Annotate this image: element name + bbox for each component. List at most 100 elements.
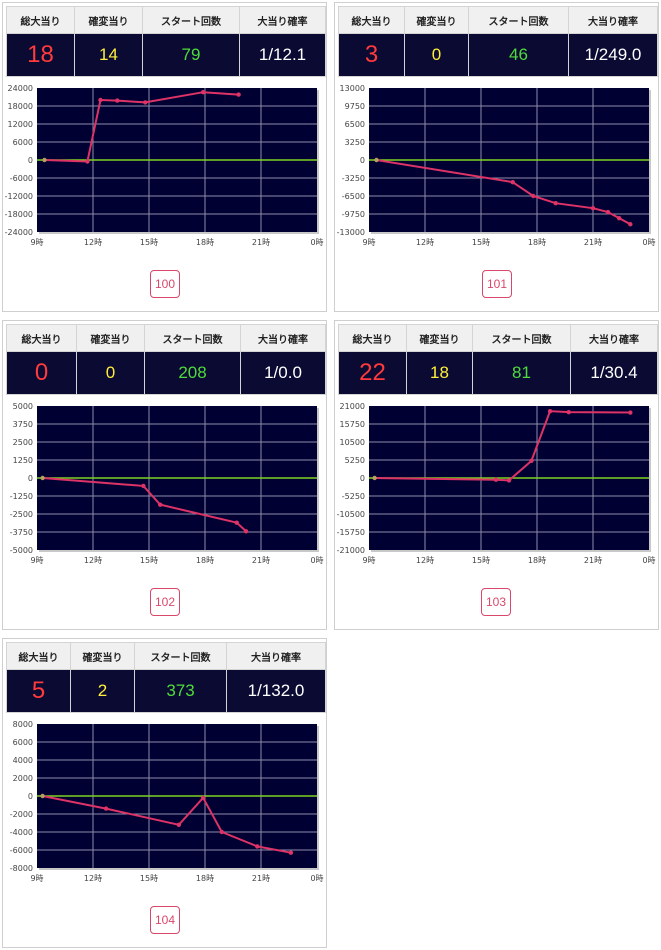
y-tick-label: -9750: [342, 210, 365, 219]
data-point: [176, 822, 182, 827]
y-tick-label: -2000: [10, 810, 33, 819]
x-tick-label: 15時: [472, 556, 490, 565]
kakuhen-hits-value: 0: [76, 351, 145, 395]
y-tick-label: -5000: [10, 546, 33, 555]
x-tick-label: 12時: [416, 238, 434, 247]
y-tick-label: 18000: [8, 102, 33, 111]
data-point: [40, 793, 45, 799]
header-prob: 大当り確率: [226, 642, 326, 670]
y-tick-label: -13000: [337, 228, 365, 237]
x-tick-label: 18時: [196, 238, 214, 247]
data-point: [566, 409, 571, 415]
start-count-value: 373: [134, 669, 227, 713]
y-tick-label: -18000: [5, 210, 33, 219]
x-tick-label: 12時: [84, 238, 102, 247]
header-prob: 大当り確率: [239, 6, 326, 34]
y-tick-label: 0: [360, 474, 365, 483]
y-tick-label: 0: [360, 156, 365, 165]
data-point: [103, 806, 109, 811]
y-tick-label: 15750: [340, 420, 365, 429]
header-kakuhen: 確変当り: [76, 324, 145, 352]
hit-probability-value: 1/249.0: [568, 33, 658, 77]
x-tick-label: 0時: [642, 556, 655, 565]
hit-probability-value: 1/0.0: [240, 351, 326, 395]
y-tick-label: 3750: [13, 420, 33, 429]
y-tick-label: 24000: [8, 84, 33, 93]
x-tick-label: 18時: [196, 874, 214, 883]
y-tick-label: 6000: [13, 138, 33, 147]
x-tick-label: 21時: [584, 556, 602, 565]
machine-panel-101: 総大当り 確変当り スタート回数 大当り確率 3 0 46 1/249.0 9時…: [334, 2, 659, 312]
x-tick-label: 21時: [252, 556, 270, 565]
x-tick-label: 21時: [252, 874, 270, 883]
header-start: スタート回数: [142, 6, 240, 34]
kakuhen-hits-value: 18: [406, 351, 473, 395]
x-tick-label: 9時: [362, 556, 375, 565]
x-tick-label: 12時: [84, 556, 102, 565]
machine-number-button[interactable]: 103: [481, 588, 511, 616]
data-point: [553, 201, 558, 206]
machine-number-button[interactable]: 100: [150, 270, 180, 298]
y-tick-label: 0: [28, 474, 33, 483]
header-start: スタート回数: [144, 324, 241, 352]
hit-probability-value: 1/12.1: [239, 33, 326, 77]
header-start: スタート回数: [472, 324, 571, 352]
data-point: [529, 458, 534, 464]
x-tick-label: 15時: [140, 556, 158, 565]
x-tick-label: 9時: [30, 556, 43, 565]
hit-probability-value: 1/132.0: [226, 669, 326, 713]
header-kakuhen: 確変当り: [404, 6, 469, 34]
y-tick-label: 6000: [13, 738, 33, 747]
data-point: [590, 205, 596, 211]
payout-chart: 9時 12時 15時 18時 21時 0時 13000 9750 6500 3250 0 -3250 -…: [337, 84, 656, 247]
header-prob: 大当り確率: [568, 6, 658, 34]
data-point: [234, 520, 239, 525]
y-tick-label: 3250: [345, 138, 365, 147]
x-tick-label: 18時: [528, 556, 546, 565]
y-tick-label: 5250: [345, 456, 365, 465]
payout-chart: 9時 12時 15時 18時 21時 0時 5000 3750 2500 1250 0 -1250 -2…: [10, 402, 324, 565]
x-tick-label: 21時: [584, 238, 602, 247]
total-hits-value: 5: [6, 669, 71, 713]
data-point: [236, 92, 241, 97]
y-tick-label: 12000: [8, 120, 33, 129]
machine-number-button[interactable]: 104: [150, 906, 180, 934]
y-tick-label: 8000: [13, 720, 33, 729]
header-total: 総大当り: [6, 324, 77, 352]
header-kakuhen: 確変当り: [406, 324, 473, 352]
x-tick-label: 18時: [528, 238, 546, 247]
data-point: [42, 157, 47, 163]
x-tick-label: 15時: [140, 874, 158, 883]
y-tick-label: -15750: [337, 528, 365, 537]
y-tick-label: 0: [28, 792, 33, 801]
data-point: [143, 100, 148, 105]
y-tick-label: -10500: [337, 510, 365, 519]
machine-number-button[interactable]: 102: [150, 588, 180, 616]
x-tick-label: 12時: [416, 556, 434, 565]
data-point: [374, 157, 379, 163]
stats-table: 総大当り 確変当り スタート回数 大当り確率 5 2 373 1/132.0: [6, 642, 326, 713]
x-tick-label: 0時: [310, 556, 323, 565]
y-tick-label: 5000: [13, 402, 33, 411]
data-point: [219, 829, 224, 835]
header-total: 総大当り: [338, 324, 407, 352]
machine-number-button[interactable]: 101: [482, 270, 512, 298]
x-tick-label: 0時: [310, 874, 323, 883]
data-point: [616, 215, 622, 221]
y-tick-label: -3250: [342, 174, 365, 183]
x-tick-label: 0時: [310, 238, 323, 247]
data-point: [115, 98, 120, 103]
y-tick-label: -8000: [10, 864, 33, 873]
y-tick-label: 0: [28, 156, 33, 165]
data-point: [372, 475, 377, 481]
header-prob: 大当り確率: [570, 324, 658, 352]
x-tick-label: 12時: [84, 874, 102, 883]
y-tick-label: 10500: [340, 438, 365, 447]
data-point: [628, 222, 633, 227]
machine-panel-102: 総大当り 確変当り スタート回数 大当り確率 0 0 208 1/0.0 9時 1…: [2, 320, 327, 630]
start-count-value: 46: [468, 33, 569, 77]
data-point: [510, 179, 515, 185]
data-point: [85, 159, 90, 164]
y-tick-label: 13000: [340, 84, 365, 93]
data-point: [200, 90, 206, 95]
